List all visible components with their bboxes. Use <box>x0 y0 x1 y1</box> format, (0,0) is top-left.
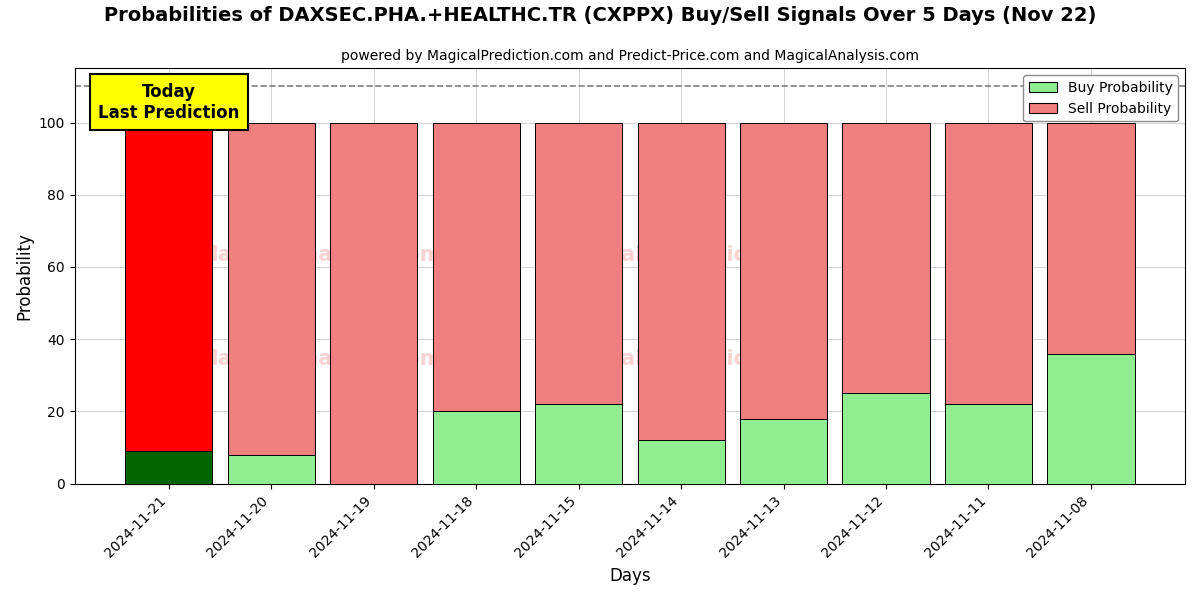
Bar <box>842 122 930 394</box>
Bar <box>535 122 622 404</box>
Text: MagicalPrediction.com: MagicalPrediction.com <box>552 245 818 265</box>
X-axis label: Days: Days <box>610 567 650 585</box>
Bar <box>637 440 725 484</box>
Bar <box>637 122 725 440</box>
Legend: Buy Probability, Sell Probability: Buy Probability, Sell Probability <box>1024 75 1178 121</box>
Text: MagicalPrediction.com: MagicalPrediction.com <box>552 349 818 369</box>
Bar <box>432 412 520 484</box>
Bar <box>944 122 1032 404</box>
Bar <box>740 419 827 484</box>
Bar <box>228 122 314 455</box>
Bar <box>228 455 314 484</box>
Text: Today
Last Prediction: Today Last Prediction <box>98 83 239 122</box>
Bar <box>125 122 212 451</box>
Text: Probabilities of DAXSEC.PHA.+HEALTHC.TR (CXPPX) Buy/Sell Signals Over 5 Days (No: Probabilities of DAXSEC.PHA.+HEALTHC.TR … <box>104 6 1096 25</box>
Bar <box>125 451 212 484</box>
Text: MagicalAnalysis.com: MagicalAnalysis.com <box>197 245 442 265</box>
Text: MagicalAnalysis.com: MagicalAnalysis.com <box>197 349 442 369</box>
Bar <box>1048 122 1134 353</box>
Title: powered by MagicalPrediction.com and Predict-Price.com and MagicalAnalysis.com: powered by MagicalPrediction.com and Pre… <box>341 49 919 63</box>
Bar <box>330 122 418 484</box>
Bar <box>1048 353 1134 484</box>
Bar <box>944 404 1032 484</box>
Bar <box>740 122 827 419</box>
Bar <box>432 122 520 412</box>
Y-axis label: Probability: Probability <box>16 232 34 320</box>
Bar <box>842 394 930 484</box>
Bar <box>535 404 622 484</box>
